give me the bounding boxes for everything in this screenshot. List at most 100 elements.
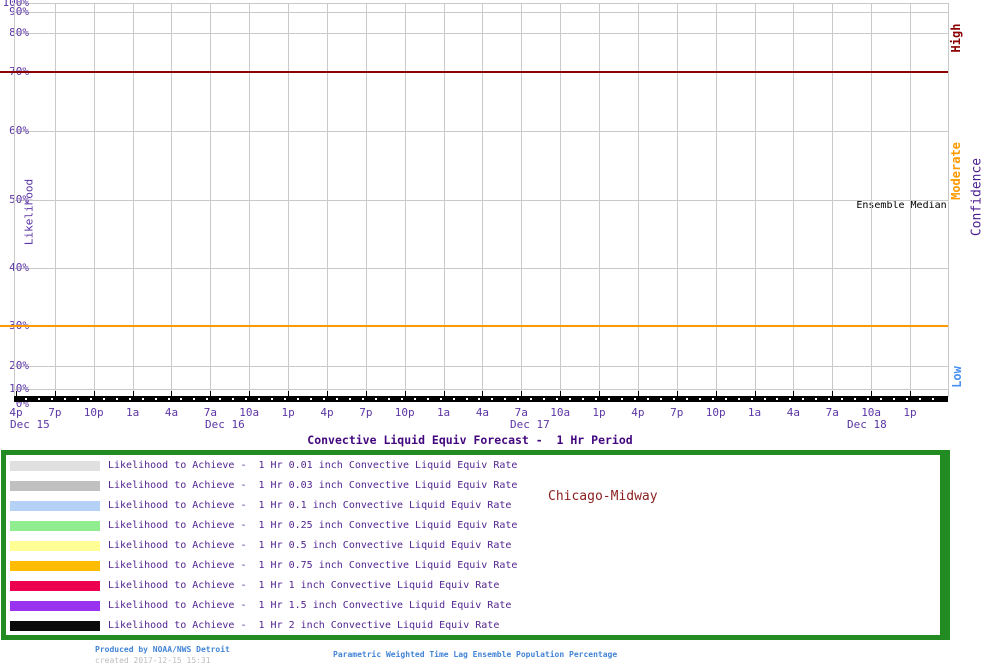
median-dot [880, 398, 882, 400]
median-dot [828, 398, 830, 400]
x-tick-mark [249, 391, 251, 396]
median-dot [38, 398, 40, 400]
legend-label: Likelihood to Achieve - 1 Hr 0.03 inch C… [108, 480, 518, 491]
median-dot [906, 398, 908, 400]
median-dot [440, 398, 442, 400]
x-tick-mark [560, 391, 562, 396]
x-tick-label: 10a [239, 406, 260, 419]
median-dot [284, 398, 286, 400]
gridline-vertical [54, 3, 56, 397]
median-dot [271, 398, 273, 400]
gridline-horizontal [14, 2, 948, 4]
gridline-vertical [871, 3, 873, 397]
median-dot [64, 398, 66, 400]
median-dot [466, 398, 468, 400]
median-dot [142, 398, 144, 400]
median-dot [725, 398, 727, 400]
median-dot [297, 398, 299, 400]
x-tick-label: 10p [394, 406, 415, 419]
legend-swatch [10, 521, 100, 531]
x-tick-label: 1p [281, 406, 295, 419]
series-zero-band [14, 396, 948, 402]
x-date-label: Dec 16 [205, 418, 245, 431]
gridline-vertical [326, 3, 328, 397]
x-tick-mark [482, 391, 484, 396]
legend-row: Likelihood to Achieve - 1 Hr 0.1 inch Co… [10, 500, 511, 512]
median-dot [789, 398, 791, 400]
median-dot [582, 398, 584, 400]
median-dot [349, 398, 351, 400]
x-tick-label: 10a [550, 406, 571, 419]
confidence-label-high: High [949, 23, 963, 53]
median-dot [595, 398, 597, 400]
ensemble-median-label: Ensemble Median [855, 199, 948, 212]
gridline-vertical [171, 3, 173, 397]
legend-swatch [10, 501, 100, 511]
gridline-vertical [599, 3, 601, 397]
median-dot [90, 398, 92, 400]
median-dot [414, 398, 416, 400]
median-dot [323, 398, 325, 400]
gridline-vertical [832, 3, 834, 397]
gridline-vertical [715, 3, 717, 397]
legend-row: Likelihood to Achieve - 1 Hr 0.01 inch C… [10, 460, 517, 472]
x-tick-mark [599, 391, 601, 396]
legend-row: Likelihood to Achieve - 1 Hr 0.03 inch C… [10, 480, 517, 492]
median-dot [776, 398, 778, 400]
legend-row: Likelihood to Achieve - 1 Hr 0.5 inch Co… [10, 540, 511, 552]
gridline-horizontal [14, 388, 948, 390]
x-date-label: Dec 15 [10, 418, 50, 431]
confidence-axis-label: Confidence [969, 157, 985, 237]
median-dot [919, 398, 921, 400]
x-tick-mark [676, 391, 678, 396]
x-tick-mark [832, 391, 834, 396]
gridline-vertical [249, 3, 251, 397]
gridline-horizontal [14, 11, 948, 13]
median-dot [556, 398, 558, 400]
gridline-vertical [288, 3, 290, 397]
x-tick-mark [54, 391, 56, 396]
x-tick-label: 4p [320, 406, 334, 419]
gridline-vertical [132, 3, 134, 397]
x-tick-mark [404, 391, 406, 396]
median-dot [362, 398, 364, 400]
legend-swatch [10, 561, 100, 571]
median-dot [51, 398, 53, 400]
confidence-threshold-line [0, 71, 948, 73]
median-dot [180, 398, 182, 400]
x-tick-label: 1p [592, 406, 606, 419]
x-tick-label: 7p [359, 406, 373, 419]
legend-label: Likelihood to Achieve - 1 Hr 0.25 inch C… [108, 520, 518, 531]
gridline-vertical [560, 3, 562, 397]
median-dot [686, 398, 688, 400]
median-dot [841, 398, 843, 400]
x-tick-label: 4a [164, 406, 179, 419]
x-tick-label: 1p [903, 406, 917, 419]
y-tick-label: 100% [2, 0, 30, 9]
producer-credit-text: Produced by NOAA/NWS Detroit [95, 645, 230, 654]
x-tick-label: 10p [705, 406, 726, 419]
median-dot [504, 398, 506, 400]
gridline-vertical [210, 3, 212, 397]
median-dot [336, 398, 338, 400]
legend-swatch [10, 621, 100, 631]
method-note-text: Parametric Weighted Time Lag Ensemble Po… [333, 650, 618, 659]
x-tick-mark [521, 391, 523, 396]
gridline-horizontal [14, 199, 948, 201]
legend-row: Likelihood to Achieve - 1 Hr 1.5 inch Co… [10, 600, 511, 612]
gridline-vertical [637, 3, 639, 397]
gridline-horizontal [14, 267, 948, 269]
median-dot [543, 398, 545, 400]
median-dot [893, 398, 895, 400]
x-tick-mark [365, 391, 367, 396]
median-dot [245, 398, 247, 400]
plot-border-right [948, 3, 949, 397]
x-tick-label: 7a [514, 406, 528, 419]
legend-label: Likelihood to Achieve - 1 Hr 1.5 inch Co… [108, 600, 512, 611]
gridline-vertical [676, 3, 678, 397]
x-tick-mark [93, 391, 95, 396]
x-tick-mark [754, 391, 756, 396]
median-dot [712, 398, 714, 400]
gridline-vertical [754, 3, 756, 397]
